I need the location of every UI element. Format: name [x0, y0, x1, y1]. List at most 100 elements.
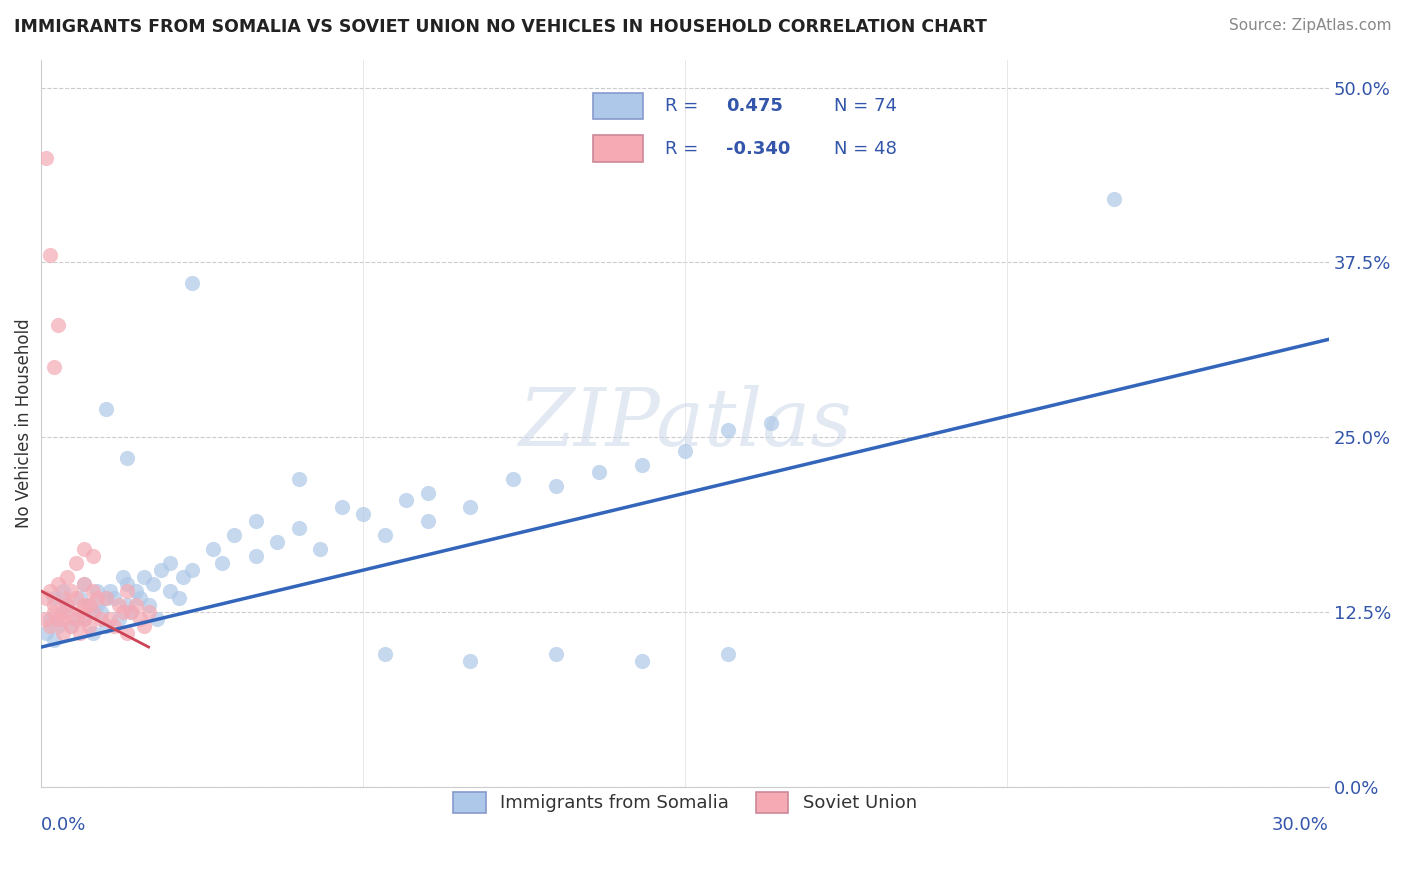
- Point: [52, 584, 75, 599]
- Point: [86, 591, 108, 606]
- Point: [134, 619, 156, 633]
- Point: [129, 591, 152, 606]
- Point: [502, 472, 524, 486]
- Point: [94, 591, 117, 606]
- Point: [180, 563, 202, 577]
- Point: [717, 423, 740, 437]
- Point: [460, 500, 482, 515]
- Point: [352, 507, 374, 521]
- Text: 0.0%: 0.0%: [41, 816, 87, 834]
- Point: [115, 598, 138, 612]
- Point: [39, 584, 62, 599]
- Point: [90, 612, 112, 626]
- Point: [588, 465, 610, 479]
- Point: [44, 633, 66, 648]
- Point: [115, 626, 138, 640]
- Point: [73, 598, 96, 612]
- Point: [416, 486, 439, 500]
- Point: [224, 528, 246, 542]
- Point: [69, 591, 91, 606]
- Point: [44, 605, 66, 619]
- Point: [82, 605, 104, 619]
- Point: [56, 570, 79, 584]
- Point: [288, 472, 311, 486]
- Point: [172, 570, 194, 584]
- Point: [94, 619, 117, 633]
- Point: [374, 647, 396, 661]
- Point: [374, 528, 396, 542]
- Point: [245, 549, 267, 563]
- Point: [111, 605, 134, 619]
- Point: [82, 605, 104, 619]
- Point: [48, 612, 70, 626]
- Point: [73, 542, 96, 557]
- Point: [44, 598, 66, 612]
- Point: [77, 598, 100, 612]
- Point: [73, 612, 96, 626]
- Point: [94, 591, 117, 606]
- Point: [86, 598, 108, 612]
- Text: ZIPatlas: ZIPatlas: [519, 384, 852, 462]
- Point: [631, 458, 654, 473]
- Point: [115, 584, 138, 599]
- Point: [115, 451, 138, 466]
- Point: [82, 584, 104, 599]
- Point: [330, 500, 353, 515]
- Point: [1102, 193, 1125, 207]
- Point: [142, 577, 165, 591]
- Point: [266, 535, 288, 549]
- Point: [138, 598, 160, 612]
- Point: [73, 577, 96, 591]
- Point: [65, 591, 87, 606]
- Point: [34, 612, 56, 626]
- Point: [56, 605, 79, 619]
- Point: [82, 626, 104, 640]
- Point: [395, 493, 418, 508]
- Point: [416, 514, 439, 528]
- Point: [167, 591, 190, 606]
- Point: [56, 598, 79, 612]
- Legend: Immigrants from Somalia, Soviet Union: Immigrants from Somalia, Soviet Union: [444, 782, 927, 822]
- Point: [717, 647, 740, 661]
- Point: [546, 647, 568, 661]
- Point: [73, 612, 96, 626]
- Point: [39, 612, 62, 626]
- Point: [82, 549, 104, 563]
- Point: [138, 605, 160, 619]
- Text: IMMIGRANTS FROM SOMALIA VS SOVIET UNION NO VEHICLES IN HOUSEHOLD CORRELATION CHA: IMMIGRANTS FROM SOMALIA VS SOVIET UNION …: [14, 18, 987, 36]
- Point: [103, 619, 125, 633]
- Point: [103, 591, 125, 606]
- Point: [150, 563, 173, 577]
- Point: [120, 605, 142, 619]
- Point: [134, 570, 156, 584]
- Point: [44, 360, 66, 375]
- Point: [180, 277, 202, 291]
- Point: [48, 619, 70, 633]
- Text: 30.0%: 30.0%: [1272, 816, 1329, 834]
- Point: [52, 626, 75, 640]
- Point: [52, 591, 75, 606]
- Point: [98, 612, 121, 626]
- Point: [460, 654, 482, 668]
- Point: [98, 584, 121, 599]
- Point: [39, 248, 62, 262]
- Point: [159, 556, 181, 570]
- Point: [107, 598, 129, 612]
- Point: [48, 318, 70, 333]
- Point: [69, 605, 91, 619]
- Point: [39, 619, 62, 633]
- Point: [34, 151, 56, 165]
- Point: [245, 514, 267, 528]
- Point: [90, 605, 112, 619]
- Text: Source: ZipAtlas.com: Source: ZipAtlas.com: [1229, 18, 1392, 33]
- Point: [673, 444, 696, 458]
- Point: [125, 598, 148, 612]
- Point: [52, 612, 75, 626]
- Point: [107, 612, 129, 626]
- Point: [77, 598, 100, 612]
- Point: [546, 479, 568, 493]
- Point: [94, 402, 117, 417]
- Point: [65, 612, 87, 626]
- Point: [52, 605, 75, 619]
- Point: [115, 577, 138, 591]
